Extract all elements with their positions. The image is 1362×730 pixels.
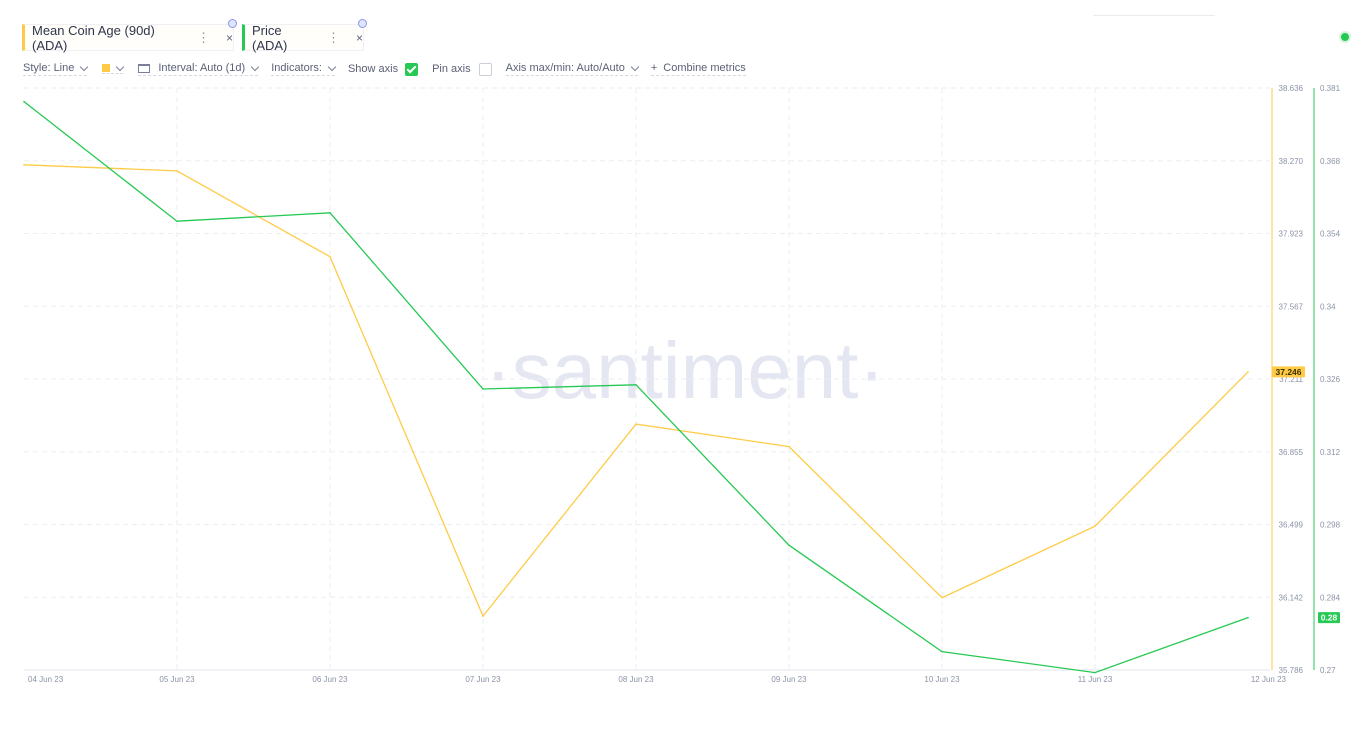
y-tick-label-right: 0.368 (1320, 157, 1341, 166)
y-tick-label-right: 0.326 (1320, 375, 1341, 384)
combine-metrics-button[interactable]: + Combine metrics (650, 62, 746, 76)
y-tick-label-right: 0.354 (1320, 230, 1341, 239)
tab-label: Price (ADA) (252, 22, 288, 53)
x-tick-label: 10 Jun 23 (924, 675, 960, 684)
show-axis-toggle[interactable]: Show axis (347, 62, 419, 76)
axis-maxmin-dropdown[interactable]: Axis max/min: Auto/Auto (505, 62, 640, 76)
calendar-icon (138, 63, 151, 73)
x-tick-label: 07 Jun 23 (465, 675, 501, 684)
data-point (482, 615, 484, 617)
y-tick-label-left: 37.211 (1279, 375, 1303, 384)
y-tick-label-left: 36.142 (1279, 593, 1304, 602)
watermark: ·santiment· (485, 326, 885, 415)
tab-label: Mean Coin Age (90d) (ADA) (32, 22, 155, 53)
pin-axis-label: Pin axis (432, 63, 471, 75)
y-tick-label-right: 0.27 (1320, 666, 1336, 675)
pin-axis-checkbox[interactable] (478, 62, 492, 76)
style-dropdown[interactable]: Style: Line (23, 62, 89, 76)
data-point (176, 170, 178, 172)
x-tick-label: 11 Jun 23 (1078, 675, 1113, 684)
axis-maxmin-label: Axis max/min: Auto/Auto (505, 62, 625, 74)
plus-icon: + (650, 62, 658, 74)
data-point (788, 544, 790, 546)
data-point (176, 220, 178, 222)
data-point (23, 100, 25, 103)
pin-axis-toggle[interactable]: Pin axis (432, 62, 492, 76)
y-tick-label-left: 37.567 (1279, 302, 1304, 311)
y-tick-label-left: 35.786 (1279, 666, 1304, 675)
current-value-badge (1272, 366, 1305, 378)
data-point (635, 423, 637, 425)
more-options-icon[interactable]: ⋮ (196, 29, 210, 45)
data-point (1247, 371, 1249, 373)
y-tick-label-left: 36.499 (1279, 521, 1304, 530)
live-status-icon (1341, 33, 1349, 41)
data-point (941, 596, 943, 599)
chart-toolbar: Style: Line Interval: Auto (1d) Indicato… (23, 61, 746, 77)
data-point (329, 212, 331, 214)
color-dropdown[interactable] (102, 62, 125, 74)
current-value-label: 37.246 (1276, 367, 1302, 377)
current-value-badge (1318, 612, 1340, 624)
interval-dropdown[interactable]: Interval: Auto (1d) (138, 62, 260, 76)
data-point (1247, 616, 1249, 619)
x-tick-label: 09 Jun 23 (771, 675, 807, 684)
x-tick-label: 05 Jun 23 (159, 675, 195, 684)
data-point (635, 384, 637, 386)
data-point (788, 445, 790, 448)
y-tick-label-right: 0.381 (1320, 84, 1341, 93)
y-tick-label-right: 0.298 (1320, 521, 1341, 530)
y-tick-label-left: 38.270 (1279, 157, 1304, 166)
indicators-dropdown[interactable]: Indicators: (271, 62, 337, 76)
y-tick-label-left: 36.855 (1279, 448, 1304, 457)
settings-icon[interactable] (228, 19, 237, 28)
close-icon[interactable]: × (355, 30, 363, 45)
data-point (941, 650, 943, 653)
data-point (329, 255, 331, 258)
y-tick-label-right: 0.284 (1320, 593, 1341, 602)
combine-metrics-label: Combine metrics (663, 62, 746, 74)
x-tick-label: 08 Jun 23 (618, 675, 654, 684)
data-point (1094, 525, 1096, 527)
top-divider (1093, 15, 1215, 16)
more-options-icon[interactable]: ⋮ (326, 29, 340, 45)
y-tick-label-left: 37.923 (1279, 230, 1304, 239)
tab-price[interactable]: Price (ADA) ⋮ × (242, 19, 367, 53)
tab-mean-coin-age[interactable]: Mean Coin Age (90d) (ADA) ⋮ × (22, 19, 237, 53)
x-tick-label: 06 Jun 23 (312, 675, 348, 684)
show-axis-checkbox[interactable] (405, 62, 419, 76)
close-icon[interactable]: × (225, 30, 233, 45)
x-tick-label: 12 Jun 23 (1251, 675, 1287, 684)
interval-label: Interval: Auto (1d) (158, 62, 246, 74)
current-value-label: 0.28 (1321, 613, 1338, 623)
color-swatch-icon (102, 64, 111, 72)
show-axis-label: Show axis (347, 63, 399, 75)
indicators-label: Indicators: (271, 62, 322, 74)
style-label: Style: Line (23, 62, 75, 74)
data-point (23, 164, 25, 166)
y-tick-label-left: 38.636 (1279, 84, 1304, 93)
y-tick-label-right: 0.34 (1320, 302, 1336, 311)
y-tick-label-right: 0.312 (1320, 448, 1341, 457)
data-point (482, 388, 484, 390)
x-tick-label: 04 Jun 23 (28, 675, 64, 684)
settings-icon[interactable] (358, 19, 367, 28)
data-point (1094, 671, 1096, 674)
